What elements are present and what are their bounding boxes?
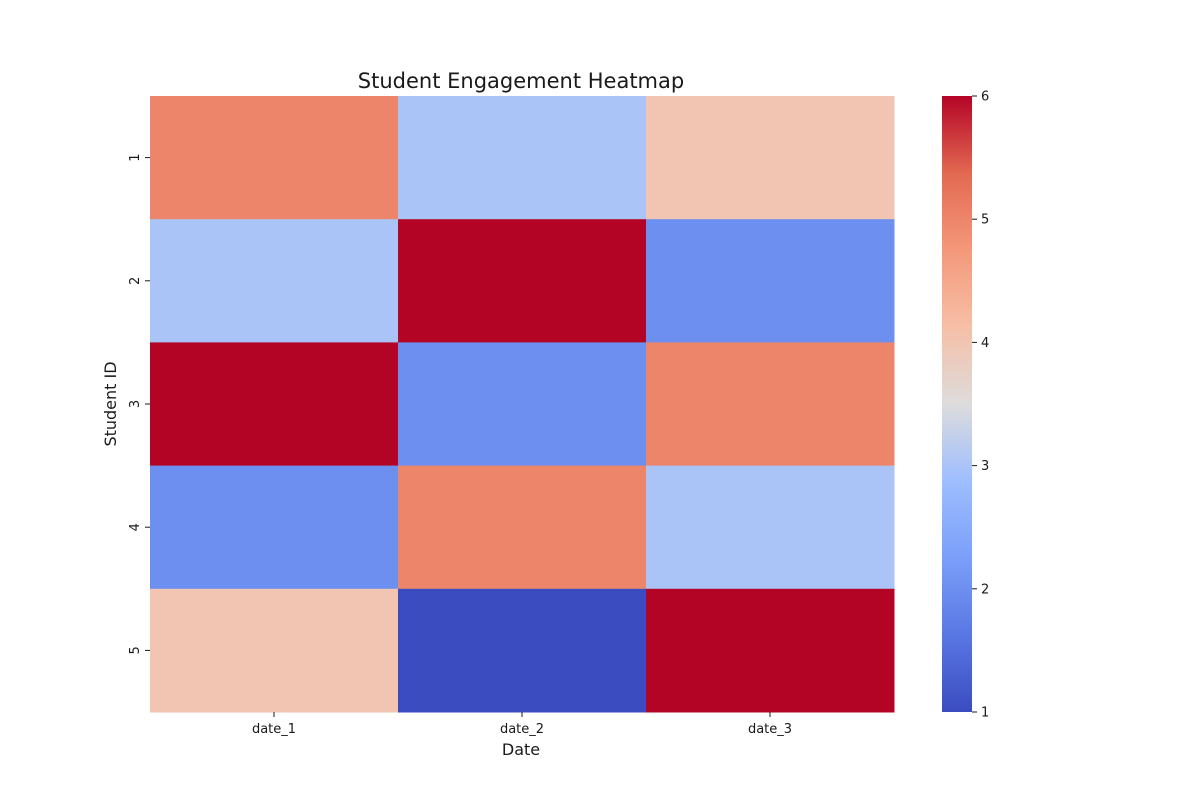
y-tick-label-1: 1 — [128, 153, 143, 161]
y-tick-label-2: 2 — [128, 277, 143, 285]
heatmap-cell-r3-c1 — [150, 342, 399, 467]
heatmap-cell-r2-c1 — [150, 219, 399, 343]
x-tick-label-3: date_3 — [748, 722, 792, 737]
colorbar-tick-label-1: 1 — [981, 706, 989, 721]
colorbar — [942, 96, 972, 712]
heatmap-cell-r1-c3 — [646, 96, 895, 220]
colorbar-tick-label-3: 3 — [981, 459, 989, 474]
heatmap-cell-r1-c1 — [150, 96, 399, 220]
heatmap-cell-r3-c3 — [646, 342, 895, 467]
heatmap-cell-r4-c2 — [398, 465, 647, 590]
heatmap-cells — [150, 96, 895, 713]
y-axis-ticks: 1 2 3 4 5 — [128, 153, 150, 655]
heatmap-cell-r1-c2 — [398, 96, 647, 220]
heatmap-cell-r4-c1 — [150, 465, 399, 590]
x-axis-ticks: date_1 date_2 date_3 — [252, 712, 792, 737]
heatmap-cell-r4-c3 — [646, 465, 895, 590]
heatmap-cell-r5-c2 — [398, 588, 647, 713]
y-tick-label-5: 5 — [128, 646, 143, 654]
heatmap-cell-r2-c3 — [646, 219, 895, 343]
colorbar-ticks: 1 2 3 4 5 6 — [972, 90, 989, 721]
colorbar-tick-label-6: 6 — [981, 90, 989, 105]
heatmap-cell-r5-c3 — [646, 588, 895, 713]
chart-title: Student Engagement Heatmap — [358, 69, 684, 93]
x-tick-label-2: date_2 — [500, 722, 544, 737]
heatmap-cell-r5-c1 — [150, 588, 399, 713]
colorbar-tick-label-5: 5 — [981, 213, 989, 228]
x-tick-label-1: date_1 — [252, 722, 296, 737]
heatmap-cell-r2-c2 — [398, 219, 647, 343]
x-axis-label: Date — [502, 740, 540, 759]
y-tick-label-3: 3 — [128, 400, 143, 408]
colorbar-tick-label-4: 4 — [981, 336, 989, 351]
y-axis-label: Student ID — [101, 361, 120, 446]
colorbar-tick-label-2: 2 — [981, 582, 989, 597]
heatmap-cell-r3-c2 — [398, 342, 647, 467]
y-tick-label-4: 4 — [128, 523, 143, 531]
